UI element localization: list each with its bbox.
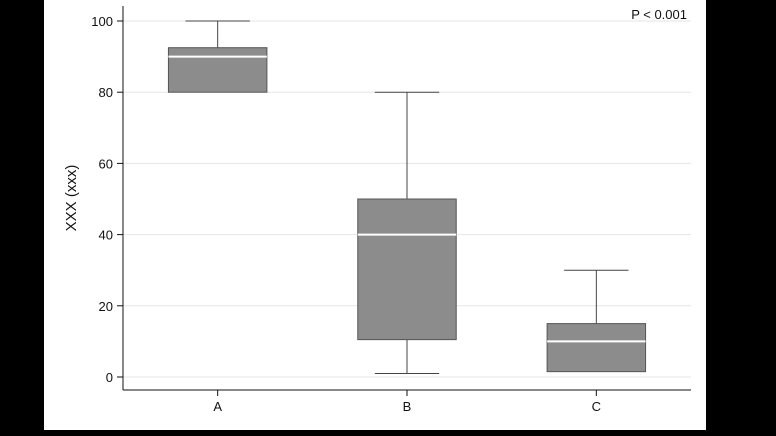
y-tick-label: 40 [99,228,113,243]
p-value-annotation: P < 0.001 [631,7,687,22]
labels: 0 20 40 60 80 100 A B C [91,14,601,414]
chart-panel: 0 20 40 60 80 100 A B C XXX (xxx) P < 0.001 [44,0,706,430]
box-B [357,198,457,341]
x-tick-label: A [213,399,222,414]
y-tick-label: 100 [91,14,113,29]
x-tick-label: C [592,399,601,414]
box-plot: 0 20 40 60 80 100 A B C XXX (xxx) P < 0.001 [63,6,691,414]
x-tick-label: B [403,399,412,414]
y-axis-label: XXX (xxx) [63,165,80,232]
box-A [167,47,268,93]
boxes [167,20,647,374]
y-tick-label: 80 [99,85,113,100]
box-C [546,323,647,373]
axes [117,6,691,396]
y-tick-label: 60 [99,156,113,171]
y-tick-label: 0 [106,370,113,385]
y-tick-label: 20 [99,299,113,314]
